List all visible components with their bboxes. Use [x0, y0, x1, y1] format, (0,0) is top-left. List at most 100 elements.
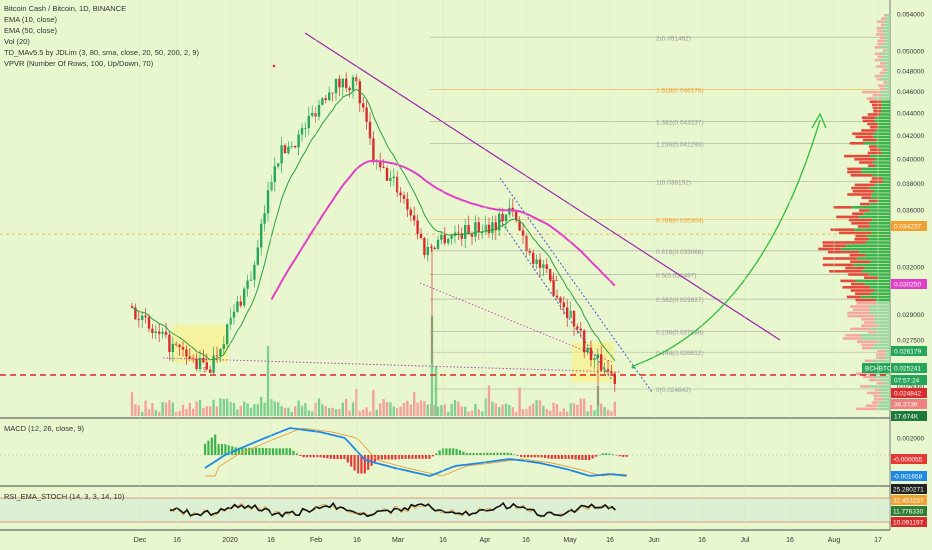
time-tick-label: 16	[786, 537, 794, 544]
vpvr-row-up	[876, 302, 890, 305]
vpvr-row-up	[881, 94, 890, 97]
vpvr-row-down	[845, 266, 865, 270]
vpvr-row-down	[850, 174, 873, 177]
vpvr-row-up	[878, 199, 890, 203]
vpvr-row-down	[855, 234, 867, 238]
macd-histogram-bar	[540, 455, 543, 458]
price-tick-label: 0.054000	[897, 12, 924, 19]
vpvr-row-up	[870, 327, 890, 331]
volume-bar	[453, 399, 457, 416]
macd-histogram-bar	[261, 447, 264, 455]
candle-body	[593, 358, 596, 361]
vpvr-row-down	[866, 391, 881, 395]
vpvr-row-up	[857, 257, 890, 260]
macd-histogram-bar	[462, 451, 465, 455]
price-tag-bg	[891, 346, 927, 356]
macd-histogram-bar	[601, 453, 604, 455]
volume-bar	[212, 399, 215, 416]
macd-histogram-bar	[452, 448, 455, 455]
rsi-legend[interactable]: RSI_EMA_STOCH (14, 3, 3, 14, 10)	[4, 492, 125, 501]
volume-bar	[202, 408, 205, 416]
candle-body	[270, 181, 273, 191]
vpvr-row-down	[833, 206, 852, 209]
macd-histogram-bar	[465, 452, 468, 455]
descending-trendline	[304, 32, 781, 341]
candle-body	[256, 247, 259, 265]
vpvr-row-up	[878, 340, 890, 343]
macd-histogram-bar	[373, 455, 377, 462]
price-tick-label: 0.038000	[897, 181, 924, 188]
time-tick-label: Jul	[741, 537, 750, 544]
price-tick-label: 0.040000	[897, 156, 924, 163]
macd-histogram-bar	[513, 454, 516, 455]
rsi-line	[169, 501, 616, 518]
macd-histogram-bar	[492, 452, 496, 455]
volume-bar	[402, 403, 406, 416]
legend-vpvr[interactable]: VPVR (Number Of Rows, 100, Up/Down, 70)	[4, 59, 154, 68]
legend-vol[interactable]: Vol (20)	[4, 37, 30, 46]
volume-bar	[532, 403, 535, 416]
candle-body	[151, 328, 154, 333]
vpvr-row-down	[869, 378, 880, 382]
macd-histogram-bar	[390, 455, 394, 460]
candle-body	[416, 220, 419, 234]
legend-ema10[interactable]: EMA (10, close)	[4, 15, 57, 24]
price-axis[interactable]: 0.054000 0.050000 0.048000 0.046000 0.044000…	[862, 12, 927, 528]
vpvr-row-down	[881, 17, 887, 20]
candle-body	[436, 239, 440, 249]
macd-tag: -0.000055	[893, 457, 923, 464]
vpvr-row-down	[842, 286, 871, 289]
vpvr-row-down	[879, 87, 886, 91]
drawing-lines[interactable]	[0, 32, 890, 393]
candle-body	[501, 213, 504, 222]
time-tick-label: Mar	[392, 537, 405, 544]
candle-body	[219, 349, 222, 356]
symbol-tag-bg	[862, 363, 890, 373]
fibonacci-retracement[interactable]: 2(0.051462) 1.618(0.046178) 1.382(0.043237…	[430, 35, 890, 394]
legend-ema50[interactable]: EMA (50, close)	[4, 26, 57, 35]
vpvr-row-down	[850, 327, 871, 331]
volume-bar	[525, 408, 528, 416]
vpvr-row-up	[869, 186, 890, 190]
candle-body	[586, 347, 589, 353]
vpvr-row-up	[874, 183, 890, 187]
vpvr-row-up	[878, 126, 890, 129]
rsi-tag-bg	[891, 517, 927, 527]
macd-histogram-bar	[571, 455, 574, 460]
time-tick-label: Apr	[480, 537, 492, 544]
macd-histogram-bar	[241, 447, 244, 455]
candle-body	[440, 234, 443, 240]
volume-bar	[229, 402, 232, 416]
vpvr-row-up	[871, 231, 890, 235]
volume-spike	[266, 346, 270, 416]
time-axis[interactable]: Dec 16 2020 16 Feb 16 Mar 16 Apr 16 May 16 Jun 16 Jul 1…	[134, 0, 882, 544]
candle-body	[464, 224, 467, 239]
legend-tdmav[interactable]: TD_MAv5.5 by JDLim (3, 80, sma, close, 2…	[4, 48, 199, 57]
macd-histogram-bar	[581, 455, 584, 461]
volume-bar	[253, 404, 256, 416]
candle-body	[209, 369, 212, 373]
macd-histogram-bar	[598, 454, 601, 456]
volume-bar	[409, 404, 412, 416]
macd-histogram-bar	[482, 452, 485, 455]
macd-histogram-bar	[220, 444, 224, 455]
vpvr-row-down	[827, 250, 860, 254]
volume-bar	[311, 411, 314, 416]
vpvr-row-down	[876, 26, 883, 30]
vpvr-row-down	[868, 199, 879, 203]
candle-body	[430, 246, 433, 248]
macd-legend[interactable]: MACD (12, 26, close, 9)	[4, 424, 85, 433]
candle-body	[331, 92, 334, 94]
candle-body	[484, 224, 487, 233]
volume-bar	[134, 404, 137, 416]
legend-title: Bitcoin Cash / Bitcoin, 1D, BINANCE	[4, 4, 127, 13]
price-tick-label: 0.048000	[897, 68, 924, 75]
price-tag: 0.024842	[894, 391, 921, 398]
vpvr-row-down	[830, 228, 855, 231]
candle-body	[372, 138, 375, 162]
volume-bar	[447, 411, 450, 416]
vpvr-row-up	[871, 346, 890, 350]
candle-body	[311, 113, 314, 116]
vpvr-row-down	[874, 388, 880, 391]
